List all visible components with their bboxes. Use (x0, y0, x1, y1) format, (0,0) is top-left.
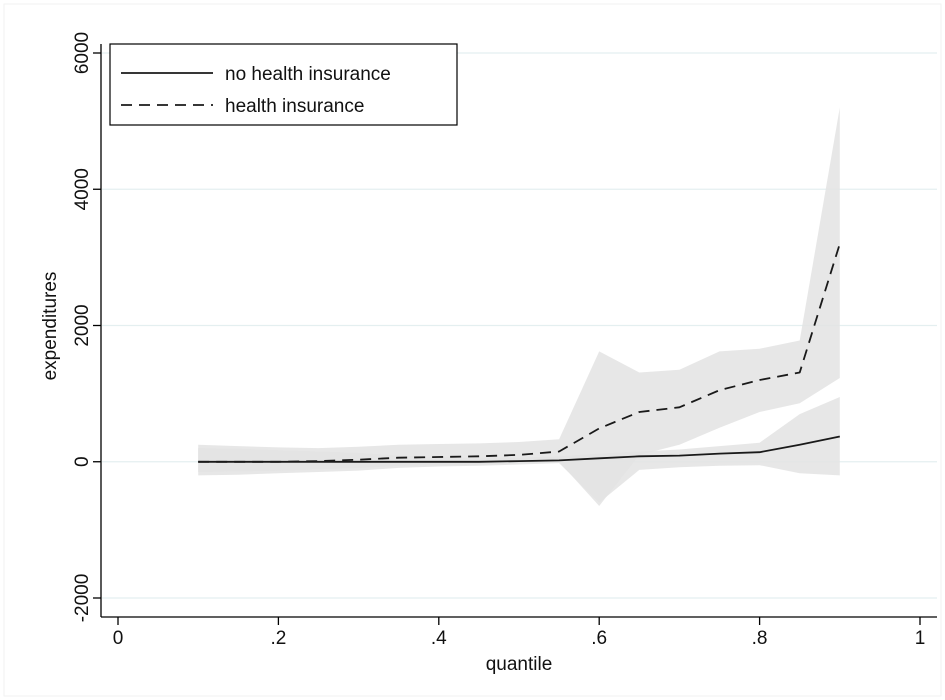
x-tick-label: .6 (591, 628, 607, 649)
x-tick-label: 1 (915, 628, 926, 649)
legend-box (109, 43, 458, 126)
outer-frame (3, 3, 942, 697)
y-tick-label: -2000 (72, 574, 93, 623)
x-axis-title: quantile (486, 654, 553, 675)
axis-layer (100, 44, 937, 618)
series-line-no-health-insurance (198, 435, 840, 463)
y-tick-label: 2000 (72, 304, 93, 346)
confidence-band-no-health-insurance (198, 397, 840, 503)
legend-label-no-health-insurance: no health insurance (225, 64, 391, 85)
x-tick-label: .2 (270, 628, 286, 649)
legend-label-health-insurance: health insurance (225, 96, 364, 117)
y-axis-title: expenditures (40, 272, 61, 381)
x-tick-label: .8 (752, 628, 768, 649)
y-axis-ticks: -2000 0 2000 4000 6000 (72, 32, 101, 622)
y-tick-label: 4000 (72, 168, 93, 210)
y-tick-label: 0 (72, 456, 93, 467)
series-line-health-insurance (198, 243, 841, 463)
x-tick-label: 0 (113, 628, 124, 649)
x-axis-ticks: 0 .2 .4 .6 .8 1 (113, 617, 926, 649)
legend: no health insurance health insurance (109, 43, 458, 126)
x-tick-label: .4 (431, 628, 447, 649)
y-tick-label: 6000 (72, 32, 93, 74)
series-line-layer (198, 243, 841, 463)
